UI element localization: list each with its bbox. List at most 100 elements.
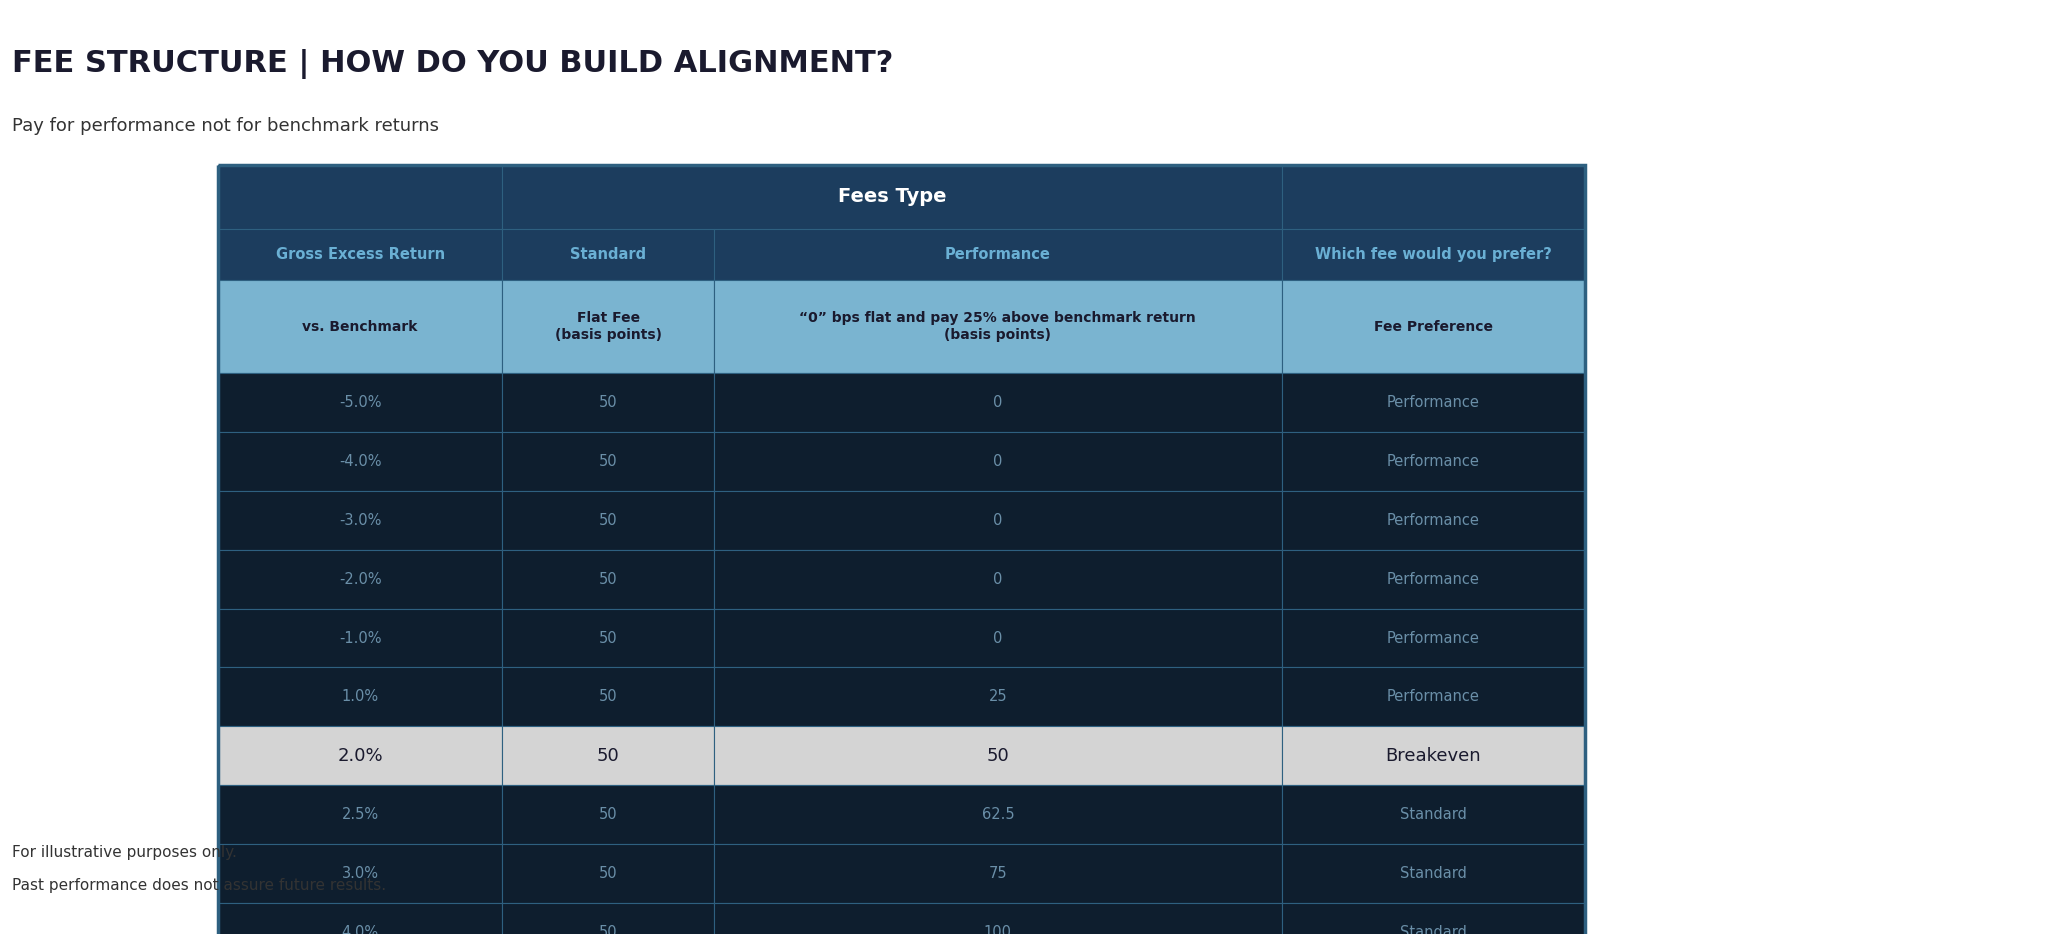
- Bar: [1282, 785, 1585, 844]
- Text: 50: 50: [598, 630, 618, 645]
- Bar: [217, 432, 502, 491]
- Text: Performance: Performance: [944, 247, 1051, 262]
- Bar: [715, 727, 1282, 785]
- Text: Standard: Standard: [569, 247, 647, 262]
- Bar: [715, 903, 1282, 934]
- Text: Flat Fee
(basis points): Flat Fee (basis points): [555, 311, 662, 342]
- Text: FEE STRUCTURE | HOW DO YOU BUILD ALIGNMENT?: FEE STRUCTURE | HOW DO YOU BUILD ALIGNME…: [12, 49, 893, 78]
- Bar: [1282, 491, 1585, 550]
- Bar: [502, 785, 715, 844]
- Text: 50: 50: [987, 747, 1010, 765]
- Text: Performance: Performance: [1386, 454, 1481, 469]
- Bar: [502, 844, 715, 903]
- Text: Performance: Performance: [1386, 513, 1481, 528]
- Bar: [217, 165, 502, 229]
- Bar: [217, 609, 502, 668]
- Bar: [217, 903, 502, 934]
- Text: 62.5: 62.5: [981, 807, 1014, 822]
- Text: Standard: Standard: [1401, 866, 1466, 881]
- Bar: [715, 550, 1282, 609]
- Bar: [1282, 280, 1585, 374]
- Bar: [715, 374, 1282, 432]
- Bar: [217, 491, 502, 550]
- Bar: [502, 229, 715, 280]
- Text: 3.0%: 3.0%: [342, 866, 379, 881]
- Text: 50: 50: [598, 572, 618, 587]
- Text: 50: 50: [598, 395, 618, 410]
- Bar: [1282, 903, 1585, 934]
- Text: -1.0%: -1.0%: [338, 630, 381, 645]
- Bar: [715, 609, 1282, 668]
- Text: Performance: Performance: [1386, 395, 1481, 410]
- Bar: [217, 668, 502, 727]
- Bar: [715, 785, 1282, 844]
- Bar: [502, 280, 715, 374]
- Text: For illustrative purposes only.: For illustrative purposes only.: [12, 845, 238, 860]
- Text: 50: 50: [598, 866, 618, 881]
- Bar: [1282, 550, 1585, 609]
- Text: -5.0%: -5.0%: [338, 395, 381, 410]
- Text: 50: 50: [598, 513, 618, 528]
- Bar: [217, 785, 502, 844]
- Text: Pay for performance not for benchmark returns: Pay for performance not for benchmark re…: [12, 117, 438, 134]
- Text: -2.0%: -2.0%: [338, 572, 381, 587]
- Text: Performance: Performance: [1386, 572, 1481, 587]
- Text: Performance: Performance: [1386, 689, 1481, 704]
- Bar: [715, 844, 1282, 903]
- Text: Gross Excess Return: Gross Excess Return: [276, 247, 444, 262]
- Bar: [715, 432, 1282, 491]
- Bar: [502, 727, 715, 785]
- Bar: [502, 668, 715, 727]
- Bar: [1282, 609, 1585, 668]
- Text: Breakeven: Breakeven: [1384, 747, 1481, 765]
- Text: 0: 0: [993, 454, 1004, 469]
- Text: “0” bps flat and pay 25% above benchmark return
(basis points): “0” bps flat and pay 25% above benchmark…: [799, 311, 1196, 342]
- Bar: [1282, 432, 1585, 491]
- Text: 0: 0: [993, 513, 1004, 528]
- Text: 100: 100: [983, 925, 1012, 934]
- Text: Standard: Standard: [1401, 925, 1466, 934]
- Text: 50: 50: [596, 747, 621, 765]
- Bar: [1282, 844, 1585, 903]
- Bar: [715, 280, 1282, 374]
- Bar: [217, 550, 502, 609]
- Text: Which fee would you prefer?: Which fee would you prefer?: [1315, 247, 1552, 262]
- Text: 0: 0: [993, 572, 1004, 587]
- Text: 2.5%: 2.5%: [342, 807, 379, 822]
- Text: -4.0%: -4.0%: [338, 454, 381, 469]
- Text: 75: 75: [989, 866, 1008, 881]
- Text: 50: 50: [598, 925, 618, 934]
- Bar: [502, 432, 715, 491]
- Text: 50: 50: [598, 454, 618, 469]
- Bar: [502, 491, 715, 550]
- Bar: [1282, 165, 1585, 229]
- Text: Fee Preference: Fee Preference: [1374, 319, 1493, 333]
- Bar: [715, 491, 1282, 550]
- Bar: [217, 374, 502, 432]
- Bar: [217, 844, 502, 903]
- Bar: [715, 229, 1282, 280]
- Text: Performance: Performance: [1386, 630, 1481, 645]
- Bar: [1282, 374, 1585, 432]
- Text: Past performance does not assure future results.: Past performance does not assure future …: [12, 878, 387, 893]
- Text: 0: 0: [993, 395, 1004, 410]
- Text: Standard: Standard: [1401, 807, 1466, 822]
- Bar: [217, 280, 502, 374]
- Text: 50: 50: [598, 689, 618, 704]
- Bar: [502, 550, 715, 609]
- Text: vs. Benchmark: vs. Benchmark: [303, 319, 418, 333]
- Bar: [502, 165, 1282, 229]
- Bar: [1282, 727, 1585, 785]
- Bar: [1282, 668, 1585, 727]
- Bar: [217, 165, 1585, 934]
- Text: 1.0%: 1.0%: [342, 689, 379, 704]
- Bar: [715, 668, 1282, 727]
- Text: 25: 25: [989, 689, 1008, 704]
- Bar: [502, 903, 715, 934]
- Bar: [502, 609, 715, 668]
- Text: 50: 50: [598, 807, 618, 822]
- Bar: [217, 229, 502, 280]
- Text: 0: 0: [993, 630, 1004, 645]
- Text: 2.0%: 2.0%: [338, 747, 383, 765]
- Bar: [502, 374, 715, 432]
